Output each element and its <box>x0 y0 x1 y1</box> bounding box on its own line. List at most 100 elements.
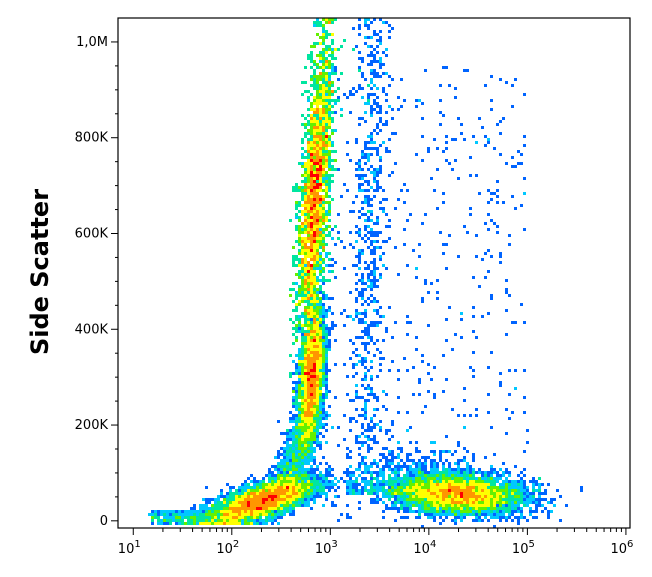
density-cell <box>484 222 487 225</box>
density-cell <box>373 297 376 300</box>
density-cell <box>298 303 301 306</box>
density-cell <box>367 384 370 387</box>
density-cell <box>325 126 328 129</box>
density-cell <box>295 423 298 426</box>
density-cell <box>322 504 325 507</box>
density-cell <box>433 477 436 480</box>
density-cell <box>310 333 313 336</box>
density-cell <box>319 273 322 276</box>
density-cell <box>490 495 493 498</box>
density-cell <box>313 111 316 114</box>
density-cell <box>307 99 310 102</box>
density-cell <box>430 474 433 477</box>
density-cell <box>298 294 301 297</box>
density-cell <box>322 105 325 108</box>
density-cell <box>301 285 304 288</box>
density-cell <box>409 468 412 471</box>
density-cell <box>325 174 328 177</box>
density-cell <box>418 381 421 384</box>
density-cell <box>301 231 304 234</box>
density-cell <box>253 495 256 498</box>
density-cell <box>421 117 424 120</box>
density-cell <box>409 492 412 495</box>
density-cell <box>370 477 373 480</box>
density-cell <box>463 498 466 501</box>
density-cell <box>307 495 310 498</box>
density-cell <box>364 24 367 27</box>
density-cell <box>301 390 304 393</box>
density-cell <box>358 435 361 438</box>
density-cell <box>403 492 406 495</box>
density-cell <box>532 486 535 489</box>
density-cell <box>310 66 313 69</box>
density-cell <box>361 486 364 489</box>
density-cell <box>316 132 319 135</box>
density-cell <box>520 492 523 495</box>
density-cell <box>310 186 313 189</box>
density-cell <box>289 501 292 504</box>
density-cell <box>268 468 271 471</box>
density-cell <box>238 513 241 516</box>
density-cell <box>259 480 262 483</box>
density-cell <box>451 507 454 510</box>
density-cell <box>475 336 478 339</box>
density-cell <box>430 513 433 516</box>
density-cell <box>325 417 328 420</box>
density-cell <box>322 369 325 372</box>
density-cell <box>313 402 316 405</box>
density-cell <box>373 168 376 171</box>
density-cell <box>325 57 328 60</box>
density-cell <box>289 435 292 438</box>
density-cell <box>397 369 400 372</box>
density-cell <box>262 522 265 525</box>
density-cell <box>376 234 379 237</box>
density-cell <box>430 477 433 480</box>
density-cell <box>247 492 250 495</box>
density-cell <box>319 126 322 129</box>
density-cell <box>415 441 418 444</box>
density-cell <box>547 483 550 486</box>
density-cell <box>286 501 289 504</box>
density-cell <box>367 387 370 390</box>
density-cell <box>322 333 325 336</box>
density-cell <box>379 156 382 159</box>
density-cell <box>271 510 274 513</box>
density-cell <box>301 162 304 165</box>
density-cell <box>460 471 463 474</box>
density-cell <box>310 372 313 375</box>
density-cell <box>319 300 322 303</box>
density-cell <box>322 222 325 225</box>
density-cell <box>319 240 322 243</box>
density-cell <box>358 474 361 477</box>
density-cell <box>301 114 304 117</box>
density-cell <box>295 363 298 366</box>
density-cell <box>493 498 496 501</box>
density-cell <box>310 210 313 213</box>
density-cell <box>292 429 295 432</box>
density-cell <box>376 132 379 135</box>
density-cell <box>448 234 451 237</box>
density-cell <box>475 483 478 486</box>
density-cell <box>286 504 289 507</box>
density-cell <box>325 213 328 216</box>
density-cell <box>328 93 331 96</box>
density-cell <box>361 330 364 333</box>
density-cell <box>322 210 325 213</box>
density-cell <box>310 201 313 204</box>
density-cell <box>358 312 361 315</box>
density-cell <box>313 108 316 111</box>
density-cell <box>295 450 298 453</box>
density-cell <box>322 165 325 168</box>
density-cell <box>331 48 334 51</box>
density-cell <box>295 414 298 417</box>
density-cell <box>298 243 301 246</box>
density-cell <box>307 288 310 291</box>
density-cell <box>370 480 373 483</box>
density-cell <box>328 480 331 483</box>
density-cell <box>325 180 328 183</box>
density-cell <box>313 408 316 411</box>
density-cell <box>298 234 301 237</box>
density-cell <box>457 483 460 486</box>
density-cell <box>487 489 490 492</box>
density-cell <box>298 396 301 399</box>
